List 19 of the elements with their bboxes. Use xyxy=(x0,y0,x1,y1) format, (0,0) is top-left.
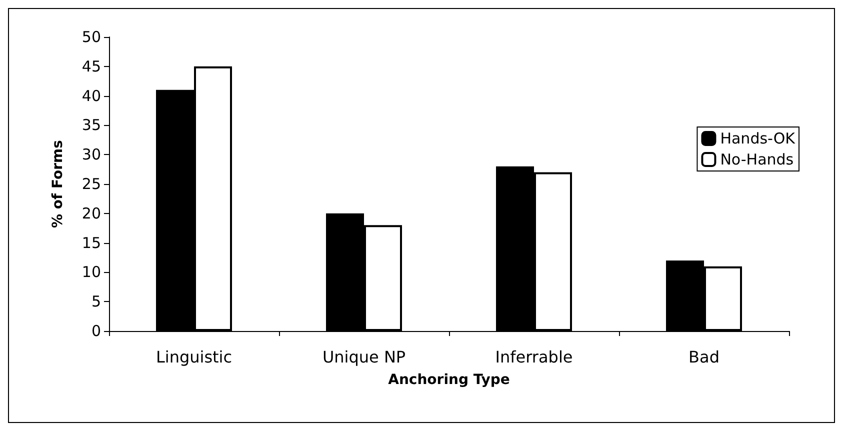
y-tick-label: 45 xyxy=(82,57,101,76)
x-axis-title: Anchoring Type xyxy=(388,372,510,388)
y-tick-label: 0 xyxy=(91,322,101,340)
x-tick-label: Inferrable xyxy=(495,348,573,366)
y-tick-label: 10 xyxy=(82,263,101,282)
y-tick-label: 20 xyxy=(82,204,101,222)
y-tick-label: 25 xyxy=(82,175,101,193)
x-tick-label: Unique NP xyxy=(322,348,406,366)
y-tick-label: 35 xyxy=(82,116,101,134)
legend-label: Hands-OK xyxy=(720,130,796,148)
y-tick-label: 5 xyxy=(91,292,101,311)
y-tick-label: 15 xyxy=(82,234,101,252)
x-tick-label: Linguistic xyxy=(156,348,232,366)
y-tick-label: 50 xyxy=(82,28,101,46)
legend-label: No-Hands xyxy=(720,150,794,168)
y-axis-title: % of Forms xyxy=(50,140,66,228)
y-tick-label: 40 xyxy=(82,86,101,105)
y-tick-label: 30 xyxy=(82,146,101,164)
x-tick-label: Bad xyxy=(688,348,720,366)
